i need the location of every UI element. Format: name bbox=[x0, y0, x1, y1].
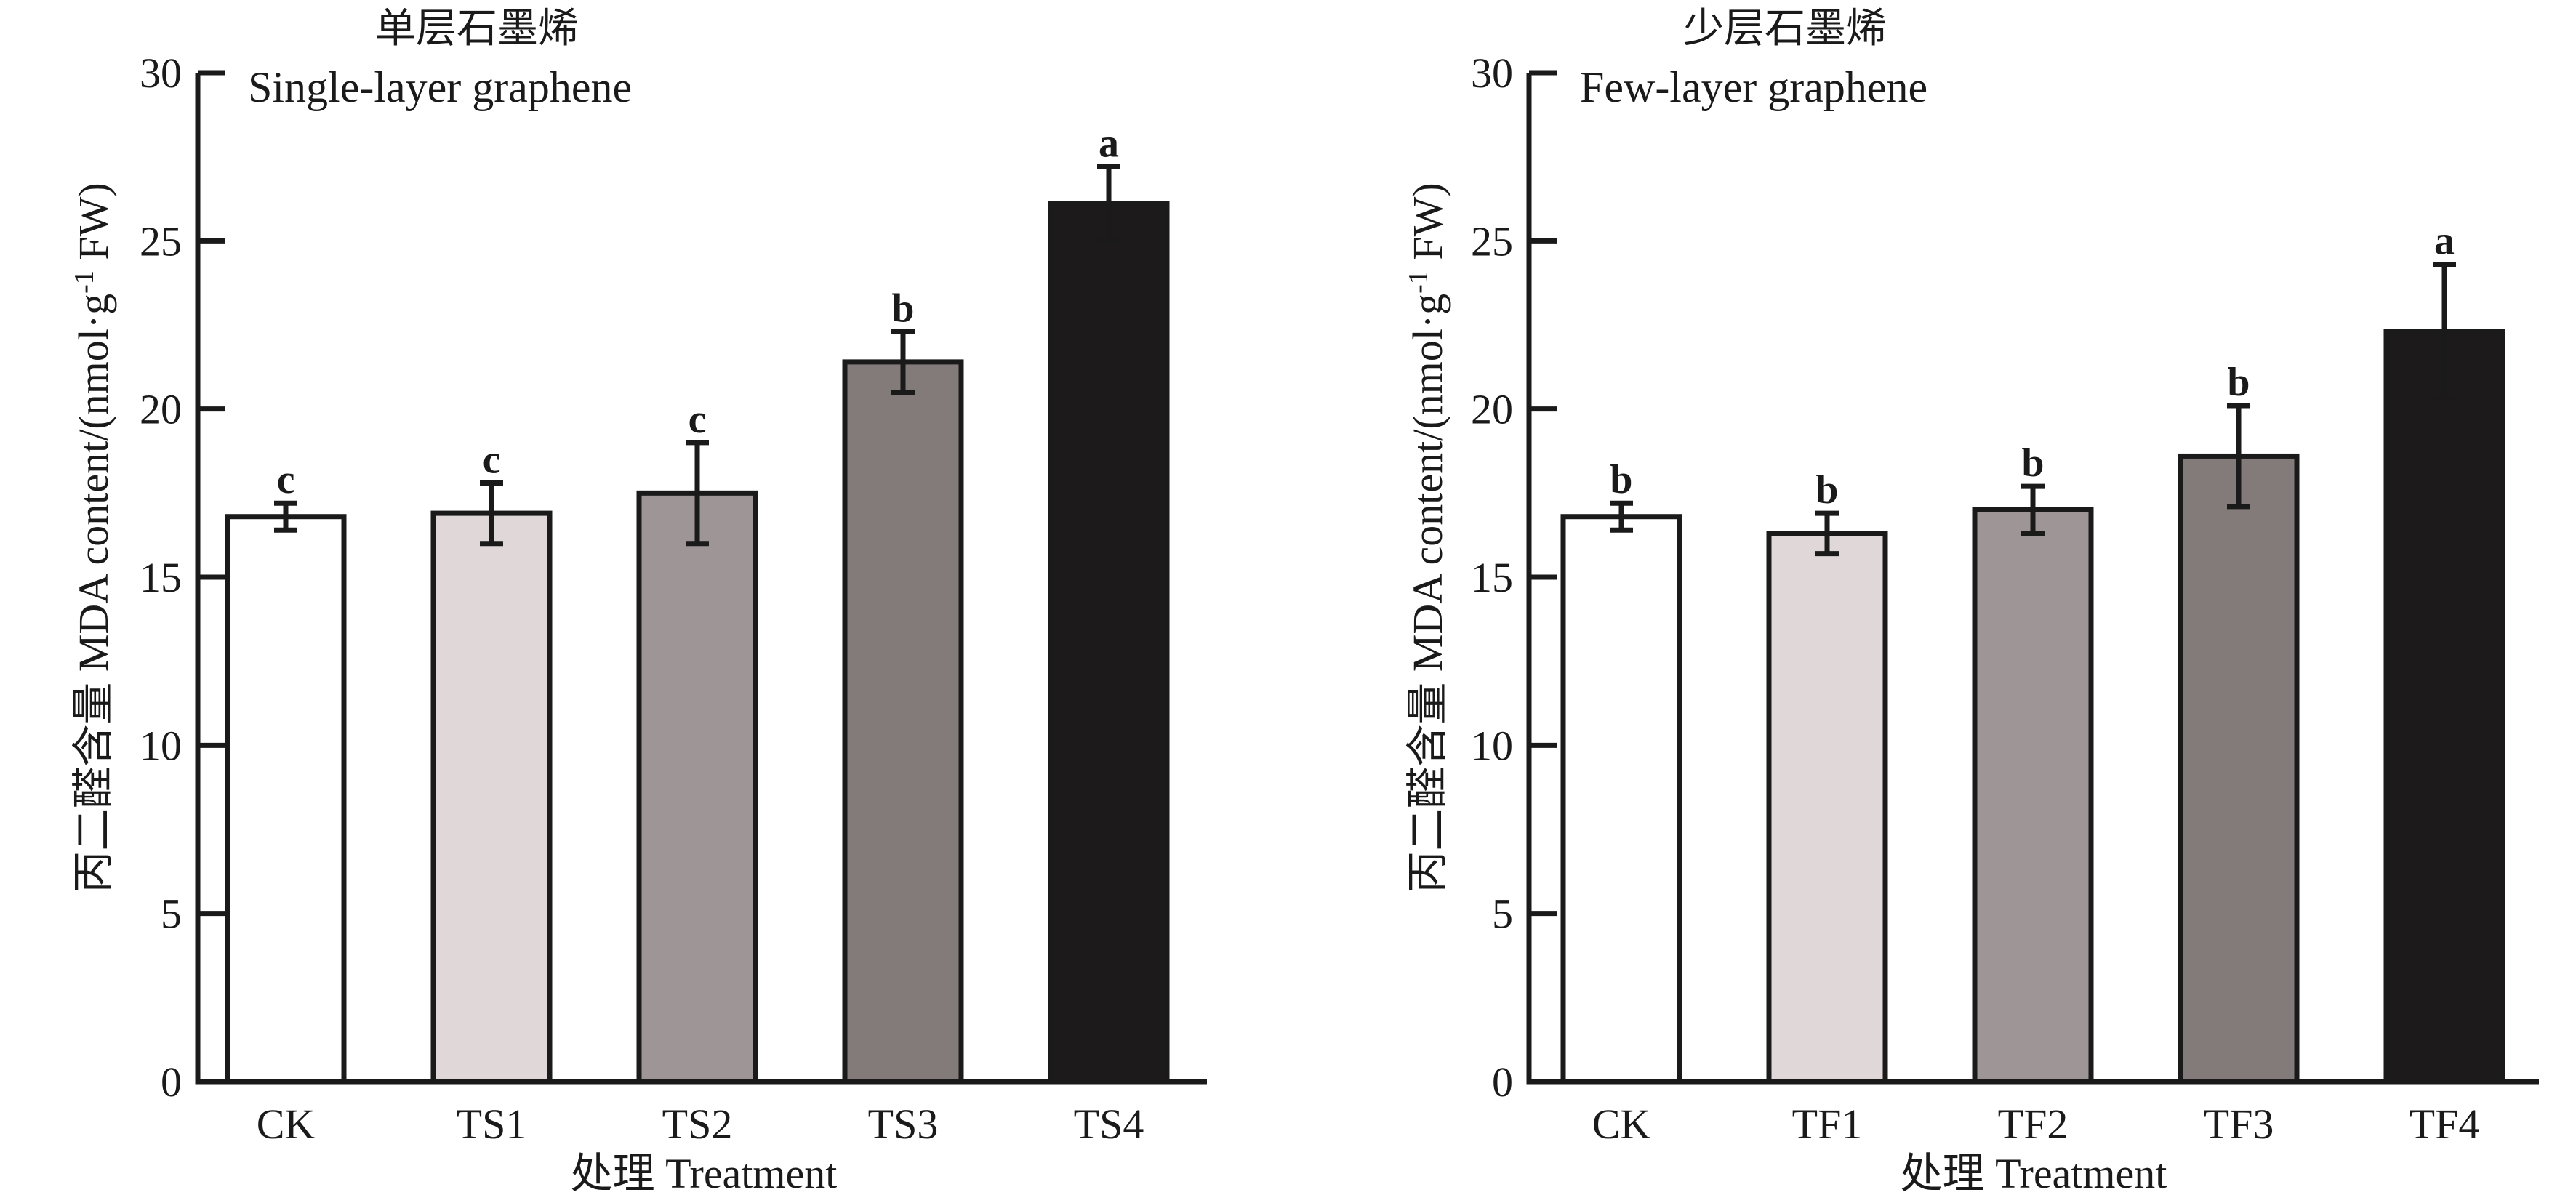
significance-letter: b bbox=[1610, 457, 1632, 502]
significance-letter: c bbox=[689, 397, 707, 442]
significance-letter: b bbox=[2021, 440, 2044, 486]
y-tick-label: 30 bbox=[1471, 49, 1513, 97]
bar-ts3 bbox=[842, 359, 964, 1085]
x-tick-label: TS2 bbox=[662, 1101, 733, 1148]
chart-panel-few-layer: 少层石墨烯 Few-layer graphene 丙二醛含量 MDA conte… bbox=[1403, 7, 2539, 1195]
y-tick-label: 0 bbox=[161, 1058, 182, 1106]
bar-ts2 bbox=[636, 490, 758, 1085]
chart-title-english: Few-layer graphene bbox=[1580, 63, 1927, 111]
chart-title-chinese: 少层石墨烯 bbox=[1683, 7, 1887, 52]
y-axis-label: 丙二醛含量 MDA content/(nmol·g-1 FW) bbox=[69, 182, 117, 893]
bar-tf2 bbox=[1972, 507, 2094, 1085]
chart-title-chinese: 单层石墨烯 bbox=[375, 7, 579, 52]
x-tick-label: TF3 bbox=[2204, 1101, 2274, 1148]
significance-letter: c bbox=[483, 437, 501, 482]
plot-area: 0 5 10 15 20 25 30 b CK b TF1 b TF2 b TF3 a TF4 bbox=[1471, 49, 2539, 1148]
y-tick-label: 5 bbox=[161, 890, 182, 938]
bar-ts4 bbox=[1048, 201, 1170, 1085]
chart-title-english: Single-layer graphene bbox=[248, 63, 632, 111]
x-tick-label: TF4 bbox=[2410, 1101, 2480, 1148]
chart-panel-single-layer: 单层石墨烯 Single-layer graphene 丙二醛含量 MDA co… bbox=[69, 7, 1207, 1195]
bar-tf1 bbox=[1766, 531, 1888, 1085]
plot-area: 0 5 10 15 20 25 30 c CK c TS1 c TS2 b TS3 a TS4 bbox=[140, 49, 1207, 1148]
y-tick-label: 10 bbox=[1471, 722, 1513, 769]
y-axis-label: 丙二醛含量 MDA content/(nmol·g-1 FW) bbox=[1403, 182, 1451, 893]
bar-ts1 bbox=[430, 510, 553, 1085]
x-tick-label: TS1 bbox=[457, 1101, 527, 1148]
significance-letter: a bbox=[1099, 121, 1119, 166]
x-tick-label: TF1 bbox=[1792, 1101, 1863, 1148]
y-tick-label: 20 bbox=[140, 386, 182, 433]
y-tick-label: 25 bbox=[1471, 217, 1513, 265]
significance-letter: b bbox=[891, 286, 914, 331]
y-tick-label: 0 bbox=[1492, 1058, 1513, 1106]
x-tick-label: CK bbox=[1592, 1101, 1651, 1148]
x-tick-label: TF2 bbox=[1998, 1101, 2069, 1148]
x-axis-label: 处理 Treatment bbox=[571, 1150, 838, 1195]
x-tick-label: TS3 bbox=[868, 1101, 939, 1148]
significance-letter: b bbox=[2227, 360, 2250, 405]
significance-letter: c bbox=[277, 457, 295, 502]
x-tick-label: CK bbox=[257, 1101, 316, 1148]
bar-tf3 bbox=[2178, 453, 2300, 1085]
bar-ck bbox=[1560, 514, 1682, 1085]
y-tick-label: 10 bbox=[140, 722, 182, 769]
y-tick-label: 15 bbox=[140, 554, 182, 601]
y-tick-label: 20 bbox=[1471, 386, 1513, 433]
significance-letter: b bbox=[1815, 467, 1838, 512]
y-tick-label: 30 bbox=[140, 49, 182, 97]
bar-tf4 bbox=[2383, 329, 2505, 1085]
significance-letter: a bbox=[2434, 219, 2455, 264]
y-tick-label: 5 bbox=[1492, 890, 1513, 938]
y-tick-label: 15 bbox=[1471, 554, 1513, 601]
x-axis-label: 处理 Treatment bbox=[1901, 1150, 2167, 1195]
y-tick-label: 25 bbox=[140, 217, 182, 265]
x-tick-label: TS4 bbox=[1074, 1101, 1144, 1148]
bar-ck bbox=[225, 514, 347, 1085]
